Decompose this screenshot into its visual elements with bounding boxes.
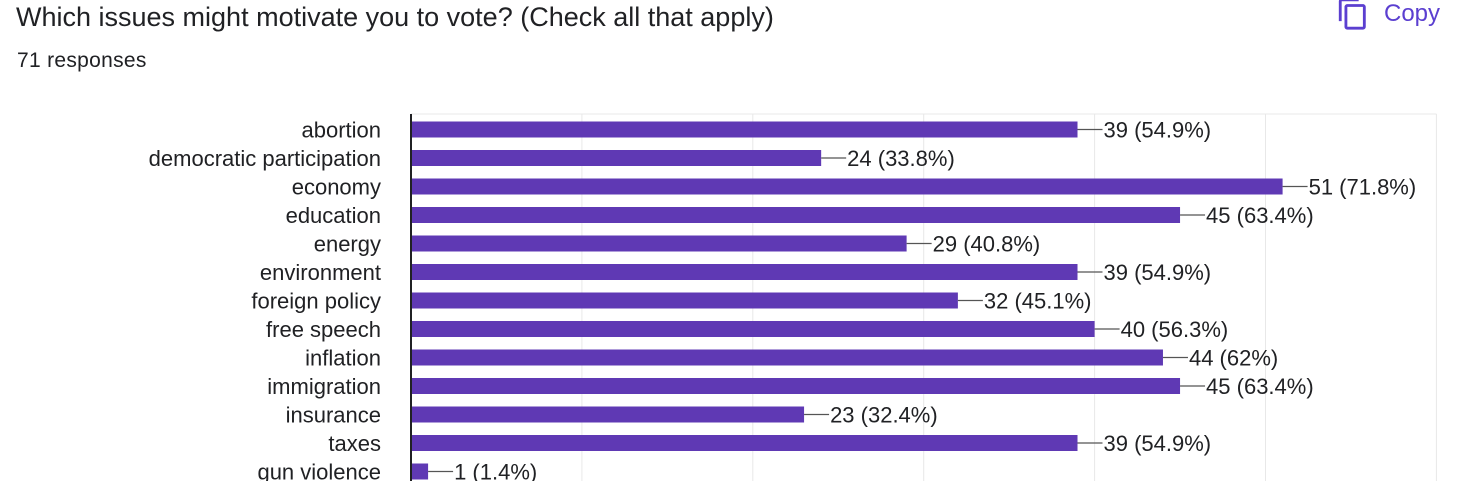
bar[interactable] bbox=[411, 292, 958, 309]
bar[interactable] bbox=[411, 463, 429, 480]
category-label: taxes bbox=[328, 431, 381, 456]
data-label: 29 (40.8%) bbox=[933, 232, 1041, 257]
category-label: environment bbox=[260, 260, 381, 285]
data-label: 51 (71.8%) bbox=[1309, 175, 1417, 200]
bar[interactable] bbox=[411, 321, 1095, 337]
bar[interactable] bbox=[411, 435, 1078, 451]
data-label: 1 (1.4%) bbox=[454, 460, 537, 481]
copy-label: Copy bbox=[1384, 0, 1441, 27]
bar[interactable] bbox=[411, 121, 1078, 138]
bar[interactable] bbox=[411, 150, 822, 166]
category-label: gun violence bbox=[257, 460, 381, 481]
chart-title: Which issues might motivate you to vote?… bbox=[16, 2, 774, 32]
bar[interactable] bbox=[411, 406, 805, 423]
bar[interactable] bbox=[411, 235, 907, 252]
category-label: education bbox=[286, 203, 381, 228]
bar[interactable] bbox=[411, 378, 1181, 394]
category-label: democratic participation bbox=[149, 146, 381, 171]
category-label: economy bbox=[292, 175, 381, 200]
data-label: 44 (62%) bbox=[1189, 346, 1278, 371]
bar[interactable] bbox=[411, 207, 1181, 223]
category-label: insurance bbox=[286, 403, 381, 428]
data-label: 39 (54.9%) bbox=[1104, 431, 1212, 456]
category-label: free speech bbox=[266, 317, 381, 342]
data-label: 39 (54.9%) bbox=[1104, 260, 1212, 285]
data-label: 32 (45.1%) bbox=[984, 289, 1092, 314]
category-label: energy bbox=[314, 232, 381, 257]
copy-icon bbox=[1336, 0, 1370, 31]
bar[interactable] bbox=[411, 264, 1078, 280]
bar[interactable] bbox=[411, 178, 1283, 195]
data-label: 23 (32.4%) bbox=[830, 403, 938, 428]
bar[interactable] bbox=[411, 349, 1163, 366]
data-label: 45 (63.4%) bbox=[1206, 374, 1314, 399]
response-count: 71 responses bbox=[17, 49, 147, 72]
data-label: 45 (63.4%) bbox=[1206, 203, 1314, 228]
category-label: foreign policy bbox=[251, 289, 381, 314]
data-label: 39 (54.9%) bbox=[1104, 118, 1212, 143]
copy-button[interactable]: Copy bbox=[1336, 0, 1440, 32]
data-label: 40 (56.3%) bbox=[1121, 317, 1229, 342]
data-label: 24 (33.8%) bbox=[847, 146, 955, 171]
category-label: immigration bbox=[267, 374, 381, 399]
category-label: inflation bbox=[305, 346, 381, 371]
category-label: abortion bbox=[301, 118, 381, 143]
